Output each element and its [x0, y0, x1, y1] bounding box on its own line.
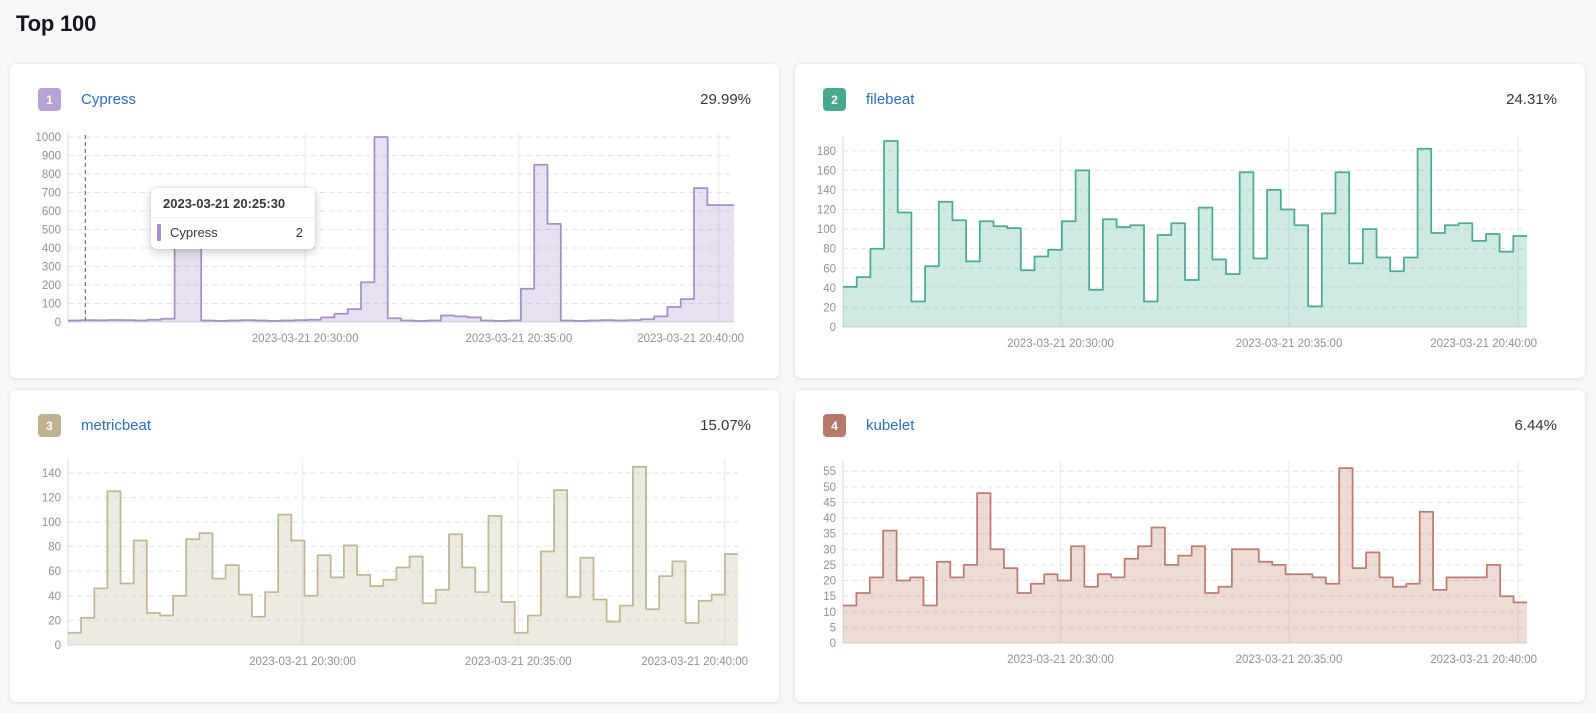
card-header: 3 metricbeat 15.07% [38, 414, 751, 437]
rank-card-filebeat: 2 filebeat 24.31% 0 20 40 60 80 100 120 140 160 1… [795, 64, 1585, 378]
rank-badge: 2 [823, 88, 846, 111]
percent-value: 29.99% [700, 91, 751, 108]
y-axis-tick-label: 30 [823, 544, 836, 556]
card-header: 2 filebeat 24.31% [823, 88, 1557, 111]
y-axis-tick-label: 100 [817, 224, 836, 236]
chart-canvas-cypress[interactable]: 0 100 200 300 400 500 600 700 800 900 1000 2023-03-… [10, 64, 779, 378]
y-axis-tick-label: 5 [830, 622, 836, 634]
y-axis-tick-label: 180 [817, 146, 836, 158]
y-axis-tick-label: 45 [823, 497, 836, 509]
chart-canvas-metricbeat[interactable]: 0 20 40 60 80 100 120 140 2023-03-21 20:30:00 202… [10, 390, 779, 702]
y-axis-tick-label: 140 [42, 468, 61, 480]
y-axis-tick-label: 100 [42, 299, 61, 311]
chart-svg: 0 20 40 60 80 100 120 140 2023-03-21 20:30:00 202… [42, 459, 748, 668]
y-axis-tick-label: 400 [42, 243, 61, 255]
x-axis-tick-label: 2023-03-21 20:40:00 [1430, 654, 1537, 666]
y-axis-tick-label: 800 [42, 169, 61, 181]
x-axis-tick-label: 2023-03-21 20:30:00 [1007, 654, 1114, 666]
x-axis-tick-label: 2023-03-21 20:40:00 [1430, 338, 1537, 350]
y-axis-tick-label: 120 [42, 492, 61, 504]
x-axis-tick-label: 2023-03-21 20:35:00 [1236, 654, 1343, 666]
percent-value: 6.44% [1514, 417, 1557, 434]
chart-canvas-filebeat[interactable]: 0 20 40 60 80 100 120 140 160 180 2023-03-21 20:30… [795, 64, 1585, 378]
chart-area-outline [68, 465, 738, 634]
chart-area-outline [843, 467, 1527, 607]
chart-area-fill [843, 468, 1527, 643]
y-axis-tick-label: 25 [823, 560, 836, 572]
card-header: 1 Cypress 29.99% [38, 88, 751, 111]
y-axis-tick-label: 160 [817, 165, 836, 177]
tooltip-series-value: 2 [295, 225, 303, 240]
y-axis-tick-label: 0 [55, 640, 61, 652]
chart-canvas-kubelet[interactable]: 0 5 10 15 20 25 30 35 40 45 50 55 2023-03-21 20:30:0… [795, 390, 1585, 702]
service-link-filebeat[interactable]: filebeat [866, 91, 915, 108]
y-axis-tick-label: 140 [817, 185, 836, 197]
y-axis-tick-label: 40 [823, 283, 836, 295]
tooltip-series-marker-icon [157, 224, 161, 241]
y-axis-tick-label: 20 [823, 576, 836, 588]
y-axis-tick-label: 600 [42, 206, 61, 218]
y-axis-tick-label: 100 [42, 517, 61, 529]
y-axis-tick-label: 700 [42, 188, 61, 200]
chart-tooltip: 2023-03-21 20:25:30 Cypress 2 [151, 188, 315, 249]
y-axis-tick-label: 0 [830, 322, 836, 334]
y-axis-tick-label: 80 [48, 542, 61, 554]
cards-grid: 1 Cypress 29.99% 0 100 200 300 400 500 600 700 8… [10, 64, 1585, 702]
x-axis-tick-label: 2023-03-21 20:40:00 [641, 656, 748, 668]
percent-value: 24.31% [1506, 91, 1557, 108]
y-axis-tick-label: 1000 [35, 132, 61, 144]
y-axis-tick-label: 20 [48, 615, 61, 627]
y-axis-tick-label: 900 [42, 151, 61, 163]
chart-area-outline [843, 140, 1527, 308]
y-axis-tick-label: 20 [823, 302, 836, 314]
rank-badge: 3 [38, 414, 61, 437]
service-link-cypress[interactable]: Cypress [81, 91, 137, 108]
percent-value: 15.07% [700, 417, 751, 434]
rank-card-kubelet: 4 kubelet 6.44% 0 5 10 15 20 25 30 35 40 45 50 55 20… [795, 390, 1585, 702]
x-axis-tick-label: 2023-03-21 20:40:00 [637, 333, 744, 345]
y-axis-tick-label: 500 [42, 225, 61, 237]
rank-badge: 4 [823, 414, 846, 437]
y-axis-tick-label: 40 [48, 591, 61, 603]
y-axis-tick-label: 0 [830, 638, 836, 650]
tooltip-series-label: Cypress [170, 225, 218, 240]
x-axis-tick-label: 2023-03-21 20:35:00 [465, 656, 572, 668]
x-axis-tick-label: 2023-03-21 20:35:00 [1236, 338, 1343, 350]
service-link-metricbeat[interactable]: metricbeat [81, 417, 152, 434]
service-link-kubelet[interactable]: kubelet [866, 417, 915, 434]
y-axis-tick-label: 300 [42, 262, 61, 274]
x-axis-tick-label: 2023-03-21 20:35:00 [465, 333, 572, 345]
y-axis-tick-label: 60 [823, 263, 836, 275]
tooltip-row: Cypress 2 [151, 218, 315, 249]
rank-badge: 1 [38, 88, 61, 111]
y-axis-tick-label: 50 [823, 482, 836, 494]
page-title: Top 100 [16, 11, 97, 36]
y-axis-tick-label: 120 [817, 205, 836, 217]
y-axis-tick-label: 15 [823, 591, 836, 603]
x-axis-tick-label: 2023-03-21 20:30:00 [249, 656, 356, 668]
y-axis-tick-label: 10 [823, 607, 836, 619]
y-axis-tick-label: 0 [55, 317, 61, 329]
x-axis-tick-label: 2023-03-21 20:30:00 [252, 333, 359, 345]
chart-svg: 0 5 10 15 20 25 30 35 40 45 50 55 2023-03-21 20:30:0… [823, 461, 1537, 666]
y-axis-tick-label: 35 [823, 529, 836, 541]
rank-card-metricbeat: 3 metricbeat 15.07% 0 20 40 60 80 100 120 140 20… [10, 390, 779, 702]
y-axis-tick-label: 200 [42, 280, 61, 292]
y-axis-tick-label: 40 [823, 513, 836, 525]
y-axis-tick-label: 60 [48, 566, 61, 578]
rank-card-cypress: 1 Cypress 29.99% 0 100 200 300 400 500 600 700 8… [10, 64, 779, 378]
card-header: 4 kubelet 6.44% [823, 414, 1557, 437]
chart-svg: 0 20 40 60 80 100 120 140 160 180 2023-03-21 20:30… [817, 137, 1537, 350]
y-axis-tick-label: 80 [823, 244, 836, 256]
chart-svg: 0 100 200 300 400 500 600 700 800 900 1000 2023-03-… [35, 132, 744, 345]
chart-area-fill [68, 466, 738, 645]
x-axis-tick-label: 2023-03-21 20:30:00 [1007, 338, 1114, 350]
tooltip-time: 2023-03-21 20:25:30 [151, 188, 315, 218]
y-axis-tick-label: 55 [823, 466, 836, 478]
